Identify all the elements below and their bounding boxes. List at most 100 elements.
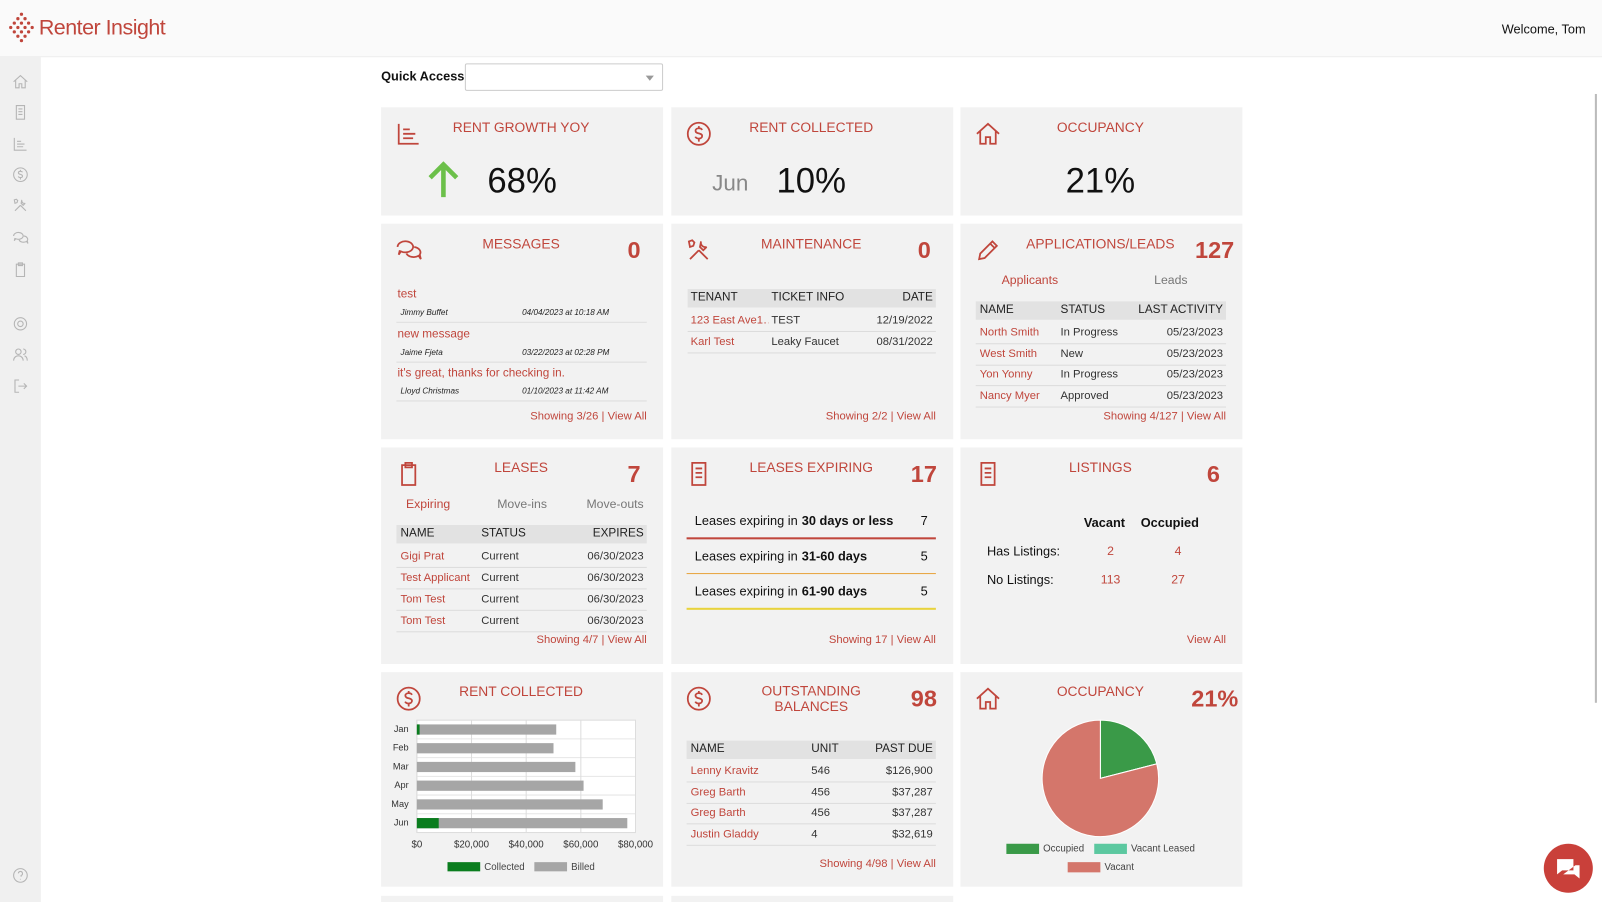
- separator: [396, 321, 647, 323]
- icon: [396, 686, 421, 711]
- icon-part: [12, 30, 16, 34]
- icon-part: [13, 167, 28, 183]
- card-title: LISTINGS: [1068, 459, 1132, 476]
- row-line: [975, 385, 1227, 387]
- listing-value[interactable]: 2: [1107, 543, 1115, 558]
- table-cell[interactable]: Lenny Kravitz: [690, 764, 759, 778]
- card-title: RENT COLLECTED: [749, 119, 874, 136]
- card-footer[interactable]: Showing 4/127 | View All: [1103, 410, 1227, 423]
- card-title: MAINTENANCE: [761, 236, 862, 252]
- message-subject[interactable]: it's great, thanks for checking in.: [397, 367, 565, 380]
- header: [0, 0, 1602, 58]
- card: [960, 107, 1243, 216]
- table-cell[interactable]: West Smith: [979, 347, 1038, 360]
- logo[interactable]: [7, 11, 36, 44]
- chat-button[interactable]: [1543, 843, 1594, 894]
- card-title: OCCUPANCY: [1056, 119, 1144, 136]
- table-cell[interactable]: Justin Gladdy: [690, 828, 759, 841]
- icon-part: [13, 198, 27, 212]
- icon-part: [694, 690, 704, 707]
- message-author: Lloyd Christmas: [400, 386, 460, 396]
- table-cell[interactable]: Greg Barth: [690, 785, 746, 799]
- icon: [15, 262, 26, 278]
- card-title: OCCUPANCY: [1056, 683, 1144, 699]
- column-header: TENANT: [690, 291, 738, 304]
- table-cell: Current: [481, 614, 519, 627]
- table-cell: Current: [481, 571, 519, 584]
- table-cell: TEST: [771, 314, 801, 327]
- card: [381, 895, 664, 902]
- icon-part: [694, 126, 704, 142]
- table-cell[interactable]: Gigi Prat: [400, 550, 445, 563]
- table-cell[interactable]: Tom Test: [400, 593, 446, 606]
- table-header: [686, 740, 936, 759]
- column-header: UNIT: [811, 743, 839, 756]
- tab[interactable]: Move-outs: [586, 496, 644, 511]
- table-cell[interactable]: North Smith: [979, 326, 1040, 339]
- quick-access-label: Quick Access:: [381, 69, 469, 84]
- icon: [396, 240, 422, 260]
- row-line: [396, 609, 647, 611]
- table-cell[interactable]: Karl Test: [690, 335, 735, 349]
- icon-part: [30, 25, 34, 30]
- card-footer[interactable]: Showing 4/7 | View All: [536, 634, 647, 647]
- icon-part: [13, 231, 29, 244]
- column-header: STATUS: [481, 527, 526, 540]
- row-line: [686, 781, 936, 783]
- row-line: [396, 566, 647, 568]
- table-cell[interactable]: Test Applicant: [400, 571, 470, 584]
- icon-part: [1557, 859, 1580, 879]
- quick-access-select[interactable]: [464, 63, 664, 91]
- table-cell[interactable]: 123 East Ave1…: [690, 314, 769, 327]
- row-line: [687, 330, 936, 332]
- listing-value[interactable]: 113: [1100, 572, 1121, 587]
- listing-value[interactable]: 27: [1171, 572, 1185, 587]
- table-cell: Leaky Faucet: [771, 335, 839, 349]
- card-title: LEASES EXPIRING: [749, 459, 873, 476]
- card-footer[interactable]: Showing 3/26 | View All: [530, 410, 647, 423]
- icon-part: [23, 34, 27, 38]
- icon-part: [976, 122, 1000, 145]
- card-title: LEASES: [494, 459, 548, 476]
- table-cell: 08/31/2022: [876, 335, 933, 349]
- table-cell: 06/30/2023: [587, 614, 644, 627]
- card-footer[interactable]: Showing 2/2 | View All: [825, 410, 936, 423]
- listing-value[interactable]: 4: [1174, 543, 1182, 558]
- card-count: 6: [1206, 460, 1220, 488]
- expiring-label: Leases expiring in: [694, 584, 798, 599]
- message-subject[interactable]: test: [397, 288, 417, 301]
- icon-part: [401, 462, 417, 486]
- column-header: DATE: [902, 291, 933, 304]
- tab[interactable]: Expiring: [405, 496, 451, 511]
- tab[interactable]: Applicants: [1001, 272, 1059, 288]
- tab[interactable]: Move-ins: [497, 496, 547, 511]
- message-subject[interactable]: new message: [397, 327, 470, 341]
- icon: [13, 348, 28, 361]
- icon-part: [23, 25, 27, 30]
- separator: [396, 400, 647, 402]
- message-author: Jaime Fjeta: [400, 347, 443, 357]
- icon: [691, 462, 707, 486]
- kpi-month: Jun: [712, 169, 749, 196]
- brand[interactable]: Renter Insight: [38, 16, 166, 40]
- tab[interactable]: Leads: [1154, 272, 1188, 288]
- row-line: [975, 364, 1227, 366]
- expiring-count: 5: [920, 548, 928, 564]
- table-cell[interactable]: Yon Yonny: [979, 368, 1033, 382]
- card-footer[interactable]: Showing 17 | View All: [828, 634, 936, 647]
- icon: [687, 239, 709, 260]
- icon-part: [396, 240, 422, 260]
- welcome[interactable]: Welcome, Tom: [1501, 22, 1586, 37]
- card-footer[interactable]: View All: [1186, 634, 1227, 647]
- card: [381, 223, 664, 440]
- card: [671, 447, 954, 664]
- table-cell[interactable]: Greg Barth: [690, 807, 746, 820]
- icon-part: [15, 262, 26, 278]
- table-cell[interactable]: Tom Test: [400, 614, 446, 627]
- column-header: NAME: [979, 303, 1014, 317]
- card-title: OUTSTANDING BALANCES: [761, 683, 861, 715]
- card-footer[interactable]: Showing 4/98 | View All: [819, 857, 936, 870]
- table-cell[interactable]: Nancy Myer: [979, 389, 1040, 403]
- column-header: TICKET INFO: [771, 291, 845, 304]
- icon-part: [13, 137, 27, 151]
